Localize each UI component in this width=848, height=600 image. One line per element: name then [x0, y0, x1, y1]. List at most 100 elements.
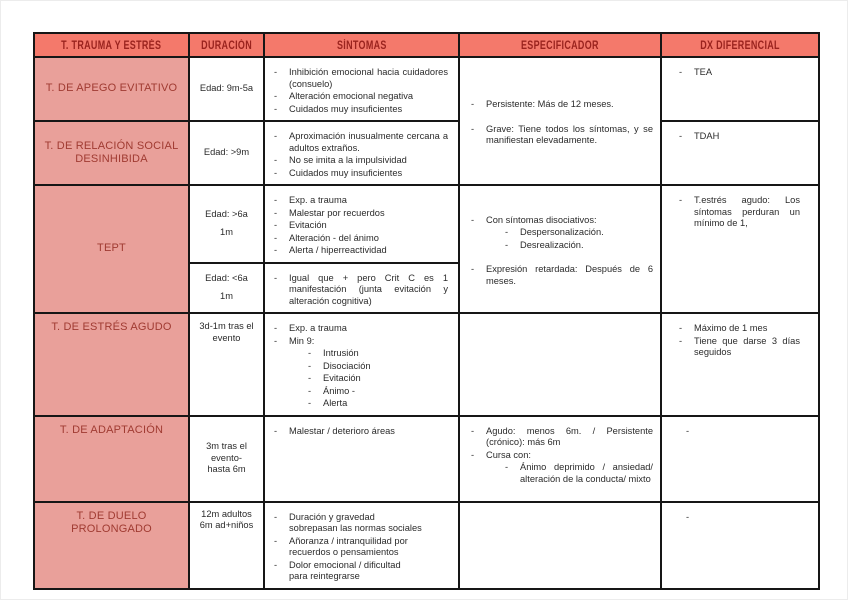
- sub-bullet-item: Alerta: [307, 398, 448, 410]
- cell-adaptacion-sintomas: Malestar / deterioro áreas: [263, 414, 460, 503]
- column-header-duracion-label: DURACIÓN: [201, 40, 252, 52]
- bullet-item: Duración y gravedad sobrepasan las norma…: [273, 512, 448, 535]
- duration-text: Edad: >6a: [205, 208, 248, 219]
- bullet-item: Tiene que darse 3 días seguidos: [678, 336, 800, 359]
- bullet-item: Persistente: Más de 12 meses.: [470, 99, 653, 111]
- cell-relacion-name: T. DE RELACIÓN SOCIAL DESINHIBIDA: [33, 120, 190, 186]
- cell-tept-mayor6-duracion: Edad: >6a 1m: [188, 184, 265, 264]
- cell-adaptacion-name: T. DE ADAPTACIÓN: [33, 414, 190, 503]
- cell-estres-duracion: 3d-1m tras el evento: [188, 312, 265, 417]
- bullet-item: Alerta / hiperreactividad: [273, 245, 448, 257]
- dash-placeholder: -: [686, 425, 690, 436]
- duration-text: 3d-1m tras el evento: [199, 321, 254, 343]
- cell-estres-dx: Máximo de 1 mes Tiene que darse 3 días s…: [660, 312, 820, 417]
- bullet-item: Alteración - del ánimo: [273, 233, 448, 245]
- cell-adaptacion-dx: -: [660, 414, 820, 503]
- cell-tept-menor6-duracion: Edad: <6a 1m: [188, 261, 265, 314]
- row-label: T. DE DUELO PROLONGADO: [71, 509, 152, 536]
- cell-tept-mayor6-sintomas: Exp. a trauma Malestar por recuerdos Evi…: [263, 184, 460, 264]
- cell-adaptacion-duracion: 3m tras el evento- hasta 6m: [188, 414, 265, 503]
- bullet-item: Aproximación inusualmente cercana a adul…: [273, 131, 448, 154]
- cell-tept-dx: T.estrés agudo: Los síntomas perduran un…: [660, 184, 820, 314]
- bullet-item: Igual que + pero Crit C es 1 manifestaci…: [273, 273, 448, 308]
- bullet-item: Máximo de 1 mes: [678, 323, 800, 335]
- duration-text: 1m: [220, 227, 233, 238]
- column-header-duracion: DURACIÓN: [188, 32, 265, 58]
- duration-text: 6m ad+niños: [199, 520, 254, 530]
- sub-bullet-item: Ánimo -: [307, 386, 448, 398]
- column-header-sintomas: SÍNTOMAS: [263, 32, 460, 58]
- bullet-item: Añoranza / intranquilidad por recuerdos …: [273, 536, 448, 559]
- row-label: T. DE ADAPTACIÓN: [59, 423, 164, 436]
- bullet-item: Inhibición emocional hacia cuidadores (c…: [273, 67, 448, 90]
- bullet-item: Evitación: [273, 220, 448, 232]
- bullet-item: Malestar / deterioro áreas: [273, 426, 448, 438]
- bullet-item: T.estrés agudo: Los síntomas perduran un…: [678, 195, 800, 230]
- cell-tept-menor6-sintomas: Igual que + pero Crit C es 1 manifestaci…: [263, 261, 460, 314]
- cell-apego-duracion: Edad: 9m-5a: [188, 56, 265, 122]
- column-header-especificador-label: ESPECIFICADOR: [521, 40, 599, 52]
- cell-estres-sintomas: Exp. a trauma Min 9: Intrusión Disociaci…: [263, 312, 460, 417]
- duration-text: Edad: >9m: [203, 147, 250, 158]
- row-label: T. DE RELACIÓN SOCIAL DESINHIBIDA: [44, 139, 179, 166]
- cell-relacion-dx: TDAH: [660, 120, 820, 186]
- cell-apego-name: T. DE APEGO EVITATIVO: [33, 56, 190, 122]
- row-label: T. DE ESTRÉS AGUDO: [51, 321, 172, 333]
- column-header-trauma-label: T. TRAUMA Y ESTRÉS: [61, 40, 162, 52]
- cell-relacion-sintomas: Aproximación inusualmente cercana a adul…: [263, 120, 460, 186]
- sub-bullet-item: Desrealización.: [504, 240, 653, 252]
- bullet-item: Con síntomas disociativos:: [470, 215, 653, 227]
- column-header-dx: DX DIFERENCIAL: [660, 32, 820, 58]
- bullet-item: Cuidados muy insuficientes: [273, 168, 448, 180]
- cell-relacion-duracion: Edad: >9m: [188, 120, 265, 186]
- bullet-item: Agudo: menos 6m. / Persistente (crónico)…: [470, 426, 653, 449]
- bullet-item: Exp. a trauma: [273, 323, 448, 335]
- bullet-item: No se imita a la impulsividad: [273, 155, 448, 167]
- duration-text: 1m: [220, 291, 233, 302]
- duration-text: Edad: <6a: [205, 272, 248, 283]
- column-header-especificador: ESPECIFICADOR: [458, 32, 662, 58]
- bullet-item: TDAH: [678, 131, 800, 143]
- column-header-sintomas-label: SÍNTOMAS: [336, 40, 387, 52]
- bullet-item: TEA: [678, 67, 800, 79]
- bullet-item: Cuidados muy insuficientes: [273, 104, 448, 116]
- sub-bullet-item: Ánimo deprimido / ansiedad/ alteración d…: [504, 462, 653, 485]
- bullet-item: Malestar por recuerdos: [273, 208, 448, 220]
- bullet-item: Exp. a trauma: [273, 195, 448, 207]
- trauma-stress-table: T. TRAUMA Y ESTRÉS DURACIÓN SÍNTOMAS ESP…: [33, 32, 820, 590]
- duration-text: Edad: 9m-5a: [199, 83, 254, 94]
- column-header-dx-label: DX DIFERENCIAL: [700, 40, 780, 52]
- bullet-item: Expresión retardada: Después de 6 meses.: [470, 264, 653, 287]
- bullet-item: Alteración emocional negativa: [273, 91, 448, 103]
- duration-text: hasta 6m: [207, 464, 246, 475]
- duration-text: 3m tras el: [206, 441, 247, 452]
- dash-placeholder: -: [686, 511, 690, 522]
- cell-duelo-duracion: 12m adultos 6m ad+niños: [188, 500, 265, 590]
- bullet-item: Dolor emocional / dificultad para reinte…: [273, 560, 448, 583]
- bullet-item: Min 9:: [273, 336, 448, 348]
- row-label: TEPT: [97, 242, 126, 255]
- sub-bullet-item: Disociación: [307, 361, 448, 373]
- cell-estres-name: T. DE ESTRÉS AGUDO: [33, 312, 190, 417]
- cell-tept-name: TEPT: [33, 184, 190, 314]
- duration-text: evento-: [210, 452, 242, 463]
- cell-tept-especificador: Con síntomas disociativos: Despersonaliz…: [458, 184, 662, 314]
- sub-bullet-item: Despersonalización.: [504, 227, 653, 239]
- cell-duelo-name: T. DE DUELO PROLONGADO: [33, 500, 190, 590]
- sub-bullet-item: Intrusión: [307, 348, 448, 360]
- cell-apego-relacion-especificador: Persistente: Más de 12 meses. Grave: Tie…: [458, 56, 662, 186]
- column-header-trauma: T. TRAUMA Y ESTRÉS: [33, 32, 190, 58]
- row-label: T. DE APEGO EVITATIVO: [45, 82, 178, 95]
- duration-text: 12m adultos: [201, 508, 252, 519]
- bullet-item: Grave: Tiene todos los síntomas, y se ma…: [470, 124, 653, 147]
- cell-duelo-dx: -: [660, 500, 820, 590]
- sub-bullet-item: Evitación: [307, 373, 448, 385]
- cell-duelo-sintomas: Duración y gravedad sobrepasan las norma…: [263, 500, 460, 590]
- cell-apego-sintomas: Inhibición emocional hacia cuidadores (c…: [263, 56, 460, 122]
- cell-duelo-especificador: [458, 500, 662, 590]
- cell-estres-especificador: [458, 312, 662, 417]
- cell-apego-dx: TEA: [660, 56, 820, 122]
- cell-adaptacion-especificador: Agudo: menos 6m. / Persistente (crónico)…: [458, 414, 662, 503]
- bullet-item: Cursa con:: [470, 450, 653, 462]
